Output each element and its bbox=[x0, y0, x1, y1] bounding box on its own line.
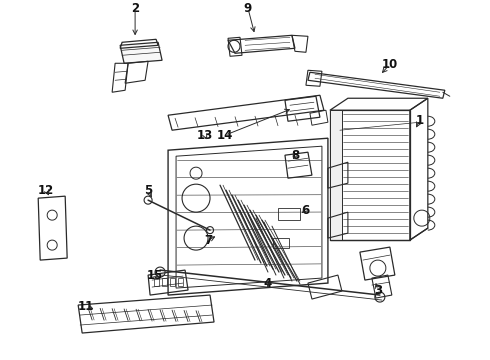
Bar bbox=[154, 278, 159, 286]
Text: 6: 6 bbox=[301, 204, 309, 217]
Polygon shape bbox=[120, 42, 162, 63]
Bar bbox=[273, 238, 289, 248]
Text: 1: 1 bbox=[416, 114, 424, 127]
Text: 11: 11 bbox=[78, 300, 94, 312]
Text: 5: 5 bbox=[144, 184, 152, 197]
Bar bbox=[162, 278, 167, 286]
Bar bbox=[170, 278, 175, 286]
Text: 4: 4 bbox=[264, 276, 272, 289]
Text: 8: 8 bbox=[291, 149, 299, 162]
Text: 2: 2 bbox=[131, 2, 139, 15]
Text: 15: 15 bbox=[147, 269, 163, 282]
Text: 3: 3 bbox=[374, 284, 382, 297]
Bar bbox=[178, 278, 183, 286]
Text: 13: 13 bbox=[197, 129, 213, 142]
Text: 14: 14 bbox=[217, 129, 233, 142]
Text: 12: 12 bbox=[38, 184, 54, 197]
Bar bbox=[330, 110, 342, 240]
Bar bbox=[330, 110, 410, 240]
Text: 9: 9 bbox=[244, 2, 252, 15]
Text: 7: 7 bbox=[204, 234, 212, 247]
Bar bbox=[278, 208, 300, 220]
Text: 10: 10 bbox=[382, 58, 398, 71]
